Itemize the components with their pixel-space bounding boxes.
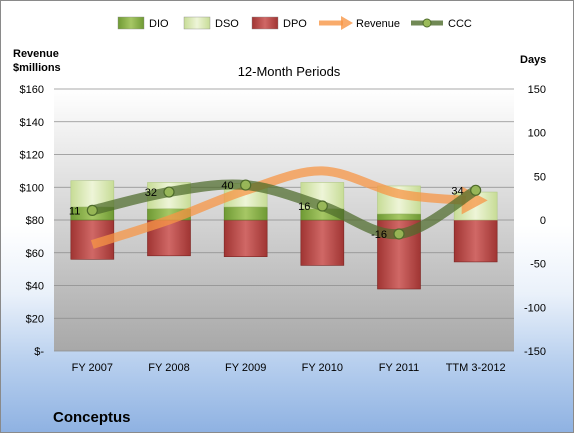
ticks-layer: $- $20 $40 $60 $80 $100 $120 $140 $160 -150 -100 -5… <box>20 84 546 374</box>
ccc-marker <box>393 228 405 240</box>
bars-layer <box>70 180 498 290</box>
lines-layer: 11 32 40 16 -16 34 <box>69 166 488 249</box>
legend-swatch-dso <box>183 16 211 30</box>
right-tick-label: 150 <box>528 84 546 96</box>
bar-dpo <box>300 219 345 266</box>
chart-title: 12-Month Periods <box>238 64 341 79</box>
legend-label-dso: DSO <box>215 18 239 30</box>
legend-swatch-dio <box>117 16 145 30</box>
right-axis-title: Days <box>520 54 546 66</box>
ccc-data-label: 11 <box>69 205 80 217</box>
right-tick-label: 100 <box>528 128 546 140</box>
bar-dio <box>223 206 268 221</box>
right-tick-label: -50 <box>530 259 546 271</box>
left-axis-title-line1: Revenue <box>13 48 59 60</box>
ccc-data-label: 34 <box>451 185 463 197</box>
legend-swatch-dpo <box>251 16 279 30</box>
left-tick-label: $100 <box>20 182 44 194</box>
left-axis-title-line2: $millions <box>13 62 61 74</box>
right-tick-label: -150 <box>524 346 546 358</box>
legend-label-dpo: DPO <box>283 18 307 30</box>
left-tick-label: $80 <box>26 215 44 227</box>
left-tick-label: $20 <box>26 313 44 325</box>
bar-dpo <box>223 219 268 257</box>
revenue-line <box>90 166 467 249</box>
ccc-data-label: 16 <box>298 201 310 213</box>
left-tick-label: $160 <box>20 84 44 96</box>
right-tick-label: -100 <box>524 302 546 314</box>
category-label: TTM 3-2012 <box>446 362 506 374</box>
ccc-marker <box>316 200 328 212</box>
left-tick-label: $120 <box>20 150 44 162</box>
right-tick-label: 0 <box>540 215 546 227</box>
ccc-data-label: 40 <box>221 180 233 192</box>
left-tick-label: $140 <box>20 117 44 129</box>
bar-dio <box>377 213 421 221</box>
ccc-marker <box>240 179 252 191</box>
left-tick-label: $40 <box>26 281 44 293</box>
category-label: FY 2009 <box>225 362 266 374</box>
left-tick-label: $60 <box>26 248 44 260</box>
right-tick-label: 50 <box>534 171 546 183</box>
legend-swatch-ccc-marker <box>422 18 432 28</box>
ccc-data-label: 32 <box>145 187 157 199</box>
category-label: FY 2007 <box>72 362 113 374</box>
legend-label-ccc: CCC <box>448 18 472 30</box>
category-label: FY 2011 <box>379 362 420 374</box>
legend-label-revenue: Revenue <box>356 18 400 30</box>
bar-dpo <box>453 219 498 263</box>
legend-label-dio: DIO <box>149 18 169 30</box>
category-label: FY 2008 <box>148 362 189 374</box>
ccc-marker <box>86 204 98 216</box>
category-label: FY 2010 <box>302 362 343 374</box>
legend-swatch-revenue-head <box>341 16 353 30</box>
chart-legend: DIO DSO DPO Revenue CCC <box>117 16 472 30</box>
ccc-data-label: -16 <box>371 229 387 241</box>
company-name: Conceptus <box>53 409 131 426</box>
ccc-marker <box>470 184 482 196</box>
left-tick-label: $- <box>34 346 44 358</box>
ccc-marker <box>163 186 175 198</box>
